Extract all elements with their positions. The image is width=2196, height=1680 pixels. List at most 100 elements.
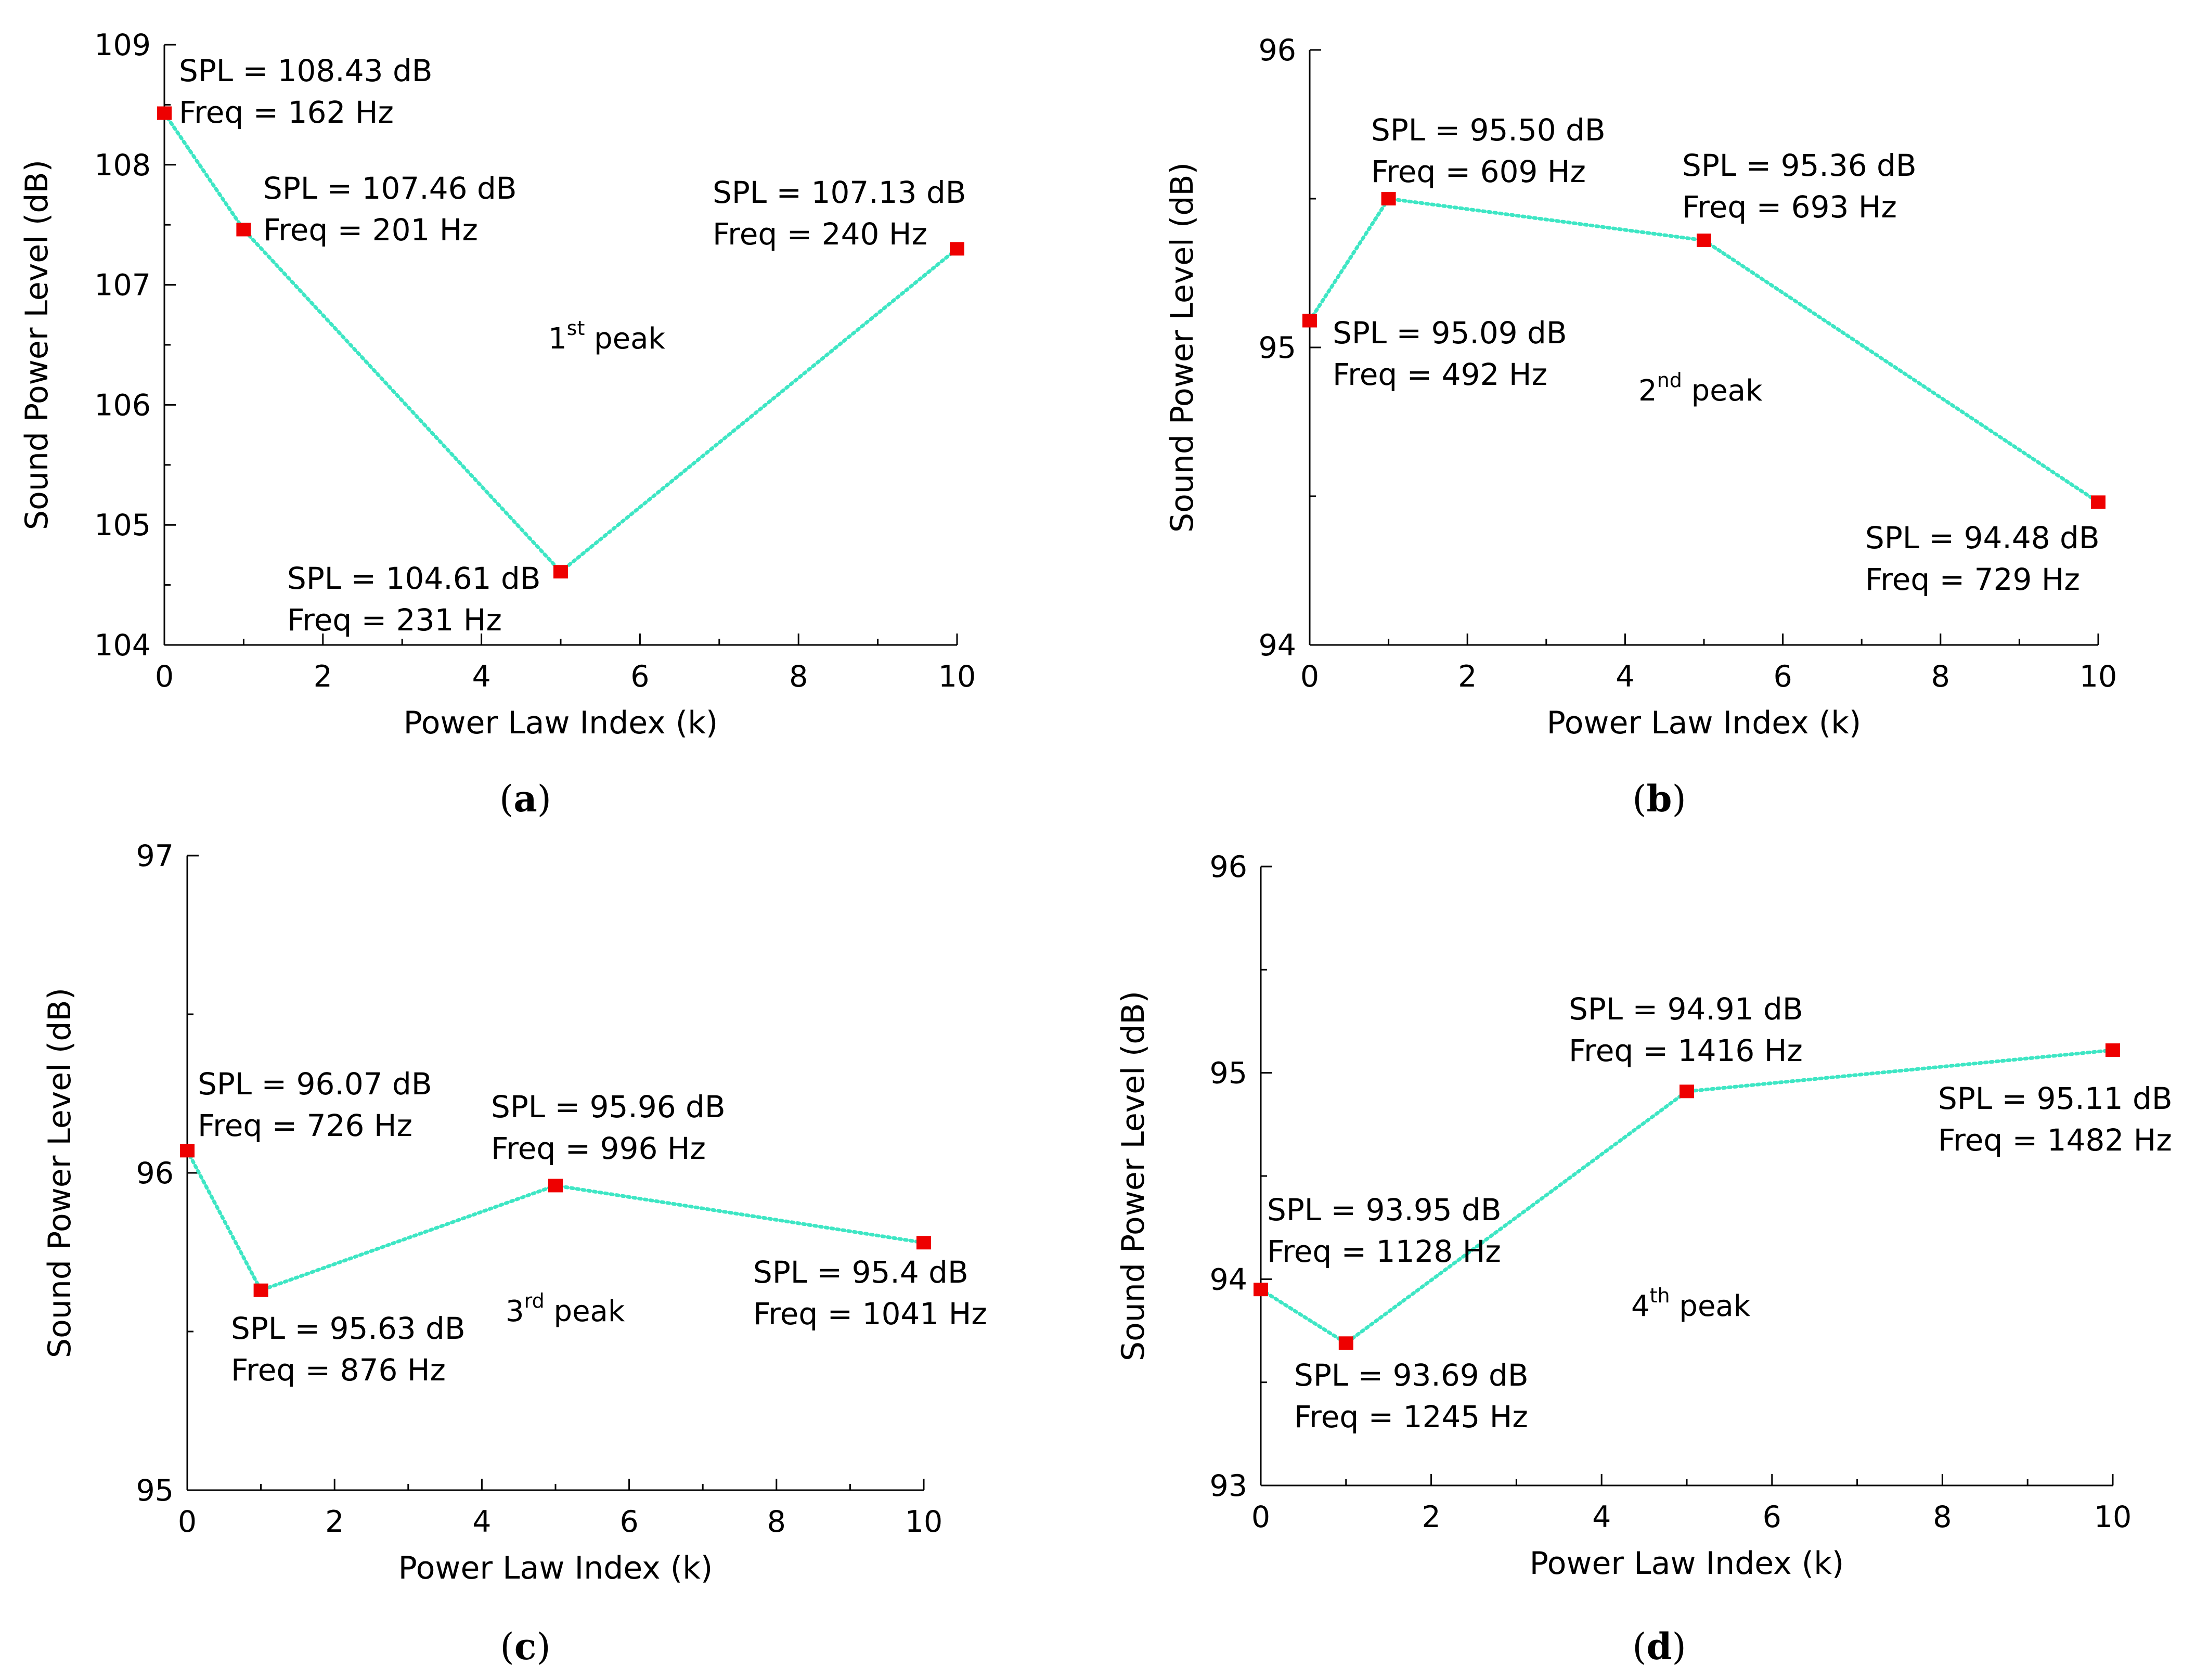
x-tick-label: 8 — [1933, 1500, 1952, 1534]
data-point-marker — [916, 1236, 931, 1250]
peak-label: 3rd peak — [506, 1289, 625, 1328]
x-tick-label: 2 — [1422, 1500, 1440, 1534]
x-tick-label: 2 — [314, 660, 332, 694]
chart-panel-d: 93 94 95 96 0 2 4 6 8 10 Power Law Index (k) Sound … — [1115, 850, 2173, 1668]
spl-annotation: SPL = 95.50 dB — [1371, 112, 1606, 148]
spl-annotation: SPL = 95.09 dB — [1333, 315, 1567, 351]
y-axis-label: Sound Power Level (dB) — [1164, 162, 1200, 533]
peak-ordinal-suffix: rd — [524, 1289, 545, 1312]
x-tick-label: 0 — [155, 660, 174, 694]
spl-annotation: SPL = 94.48 dB — [1865, 520, 2100, 555]
y-axis-label: Sound Power Level (dB) — [19, 160, 55, 530]
y-tick-label: 104 — [94, 628, 151, 663]
y-tick-label: 108 — [94, 148, 151, 183]
x-axis-label: Power Law Index (k) — [1530, 1545, 1844, 1582]
x-tick-label: 4 — [1616, 660, 1634, 694]
panel-caption-letter: c — [514, 1625, 537, 1668]
freq-annotation: Freq = 876 Hz — [231, 1352, 446, 1388]
freq-annotation: Freq = 609 Hz — [1371, 154, 1586, 189]
freq-annotation: Freq = 729 Hz — [1865, 562, 2080, 597]
x-tick-label: 8 — [789, 660, 808, 694]
panel-caption-letter: b — [1647, 777, 1672, 820]
series-line — [1259, 1048, 2115, 1346]
y-tick-label: 96 — [1209, 850, 1247, 884]
y-tick-label: 105 — [94, 508, 151, 542]
freq-annotation: Freq = 996 Hz — [491, 1131, 706, 1166]
spl-annotation: SPL = 108.43 dB — [179, 53, 433, 88]
chart-panel-b: 94 95 96 0 2 4 6 8 10 Power Law Index (k) Sound Po… — [1164, 33, 2117, 820]
x-tick-label: 0 — [1300, 660, 1319, 694]
peak-word: peak — [1670, 1289, 1751, 1323]
peak-label: 2nd peak — [1638, 369, 1763, 408]
data-point-marker — [236, 223, 251, 237]
freq-annotation: Freq = 726 Hz — [198, 1108, 412, 1143]
freq-annotation: Freq = 231 Hz — [287, 602, 502, 638]
data-point-marker — [1254, 1283, 1268, 1297]
freq-annotation: Freq = 1128 Hz — [1267, 1234, 1501, 1269]
peak-word: peak — [545, 1295, 625, 1328]
spl-annotation: SPL = 95.36 dB — [1682, 148, 1917, 183]
data-point-marker — [157, 106, 172, 120]
freq-annotation: Freq = 1482 Hz — [1938, 1122, 2172, 1158]
freq-annotation: Freq = 1416 Hz — [1569, 1033, 1803, 1068]
spl-annotation: SPL = 107.46 dB — [263, 171, 517, 206]
data-point-marker — [548, 1179, 563, 1193]
y-tick-label: 95 — [1258, 331, 1296, 365]
freq-annotation: Freq = 201 Hz — [263, 212, 478, 248]
y-tick-label: 95 — [1209, 1056, 1247, 1091]
peak-label: 4th peak — [1631, 1284, 1751, 1323]
data-point-marker — [2091, 495, 2105, 509]
y-tick-label: 96 — [136, 1156, 174, 1191]
data-point-marker — [180, 1144, 195, 1158]
y-tick-label: 96 — [1258, 33, 1296, 68]
series-line — [162, 111, 959, 574]
x-tick-label: 6 — [1763, 1500, 1781, 1534]
x-axis-label: Power Law Index (k) — [398, 1550, 713, 1586]
freq-annotation: Freq = 162 Hz — [179, 95, 394, 130]
data-point-marker — [253, 1283, 268, 1297]
spl-annotation: SPL = 104.61 dB — [287, 561, 541, 596]
peak-number: 4 — [1631, 1289, 1650, 1323]
x-tick-label: 0 — [178, 1505, 197, 1539]
spl-annotation: SPL = 93.69 dB — [1294, 1358, 1529, 1393]
freq-annotation: Freq = 1245 Hz — [1294, 1399, 1528, 1435]
panel-caption: (c) — [500, 1625, 550, 1668]
panel-caption: (b) — [1632, 777, 1686, 820]
series-line — [1308, 197, 2100, 504]
y-tick-label: 95 — [136, 1474, 174, 1508]
spl-annotation: SPL = 96.07 dB — [198, 1066, 432, 1102]
x-axis-label: Power Law Index (k) — [404, 705, 718, 741]
peak-ordinal-suffix: st — [567, 317, 585, 340]
y-axis-label: Sound Power Level (dB) — [1115, 991, 1152, 1361]
x-tick-label: 2 — [1458, 660, 1477, 694]
x-tick-label: 4 — [1592, 1500, 1611, 1534]
data-point-marker — [2105, 1043, 2120, 1057]
panel-caption: (a) — [499, 777, 551, 820]
x-tick-label: 6 — [619, 1505, 638, 1539]
x-tick-label: 6 — [630, 660, 649, 694]
peak-number: 1 — [548, 322, 567, 356]
freq-annotation: Freq = 240 Hz — [713, 216, 927, 252]
x-tick-label: 10 — [938, 660, 976, 694]
panel-caption: (d) — [1632, 1625, 1686, 1668]
x-tick-label: 0 — [1251, 1500, 1270, 1534]
panel-caption-letter: d — [1647, 1625, 1672, 1668]
y-tick-label: 106 — [94, 388, 151, 422]
freq-annotation: Freq = 693 Hz — [1682, 189, 1897, 225]
data-point-marker — [1697, 234, 1711, 248]
x-tick-label: 4 — [472, 660, 490, 694]
x-tick-label: 6 — [1773, 660, 1792, 694]
y-tick-label: 94 — [1258, 628, 1296, 663]
y-tick-label: 94 — [1209, 1262, 1247, 1297]
chart-panel-a: 104 105 106 107 108 109 0 2 4 6 8 10 Power Law Index… — [19, 28, 976, 820]
data-point-marker — [1302, 314, 1317, 328]
x-axis-label: Power Law Index (k) — [1547, 705, 1862, 741]
spl-annotation: SPL = 95.96 dB — [491, 1089, 726, 1125]
spl-annotation: SPL = 94.91 dB — [1569, 991, 1803, 1027]
x-tick-label: 4 — [472, 1505, 491, 1539]
x-tick-label: 8 — [767, 1505, 786, 1539]
x-tick-label: 2 — [325, 1505, 344, 1539]
peak-label: 1st peak — [548, 317, 665, 356]
peak-ordinal-suffix: th — [1650, 1284, 1670, 1307]
